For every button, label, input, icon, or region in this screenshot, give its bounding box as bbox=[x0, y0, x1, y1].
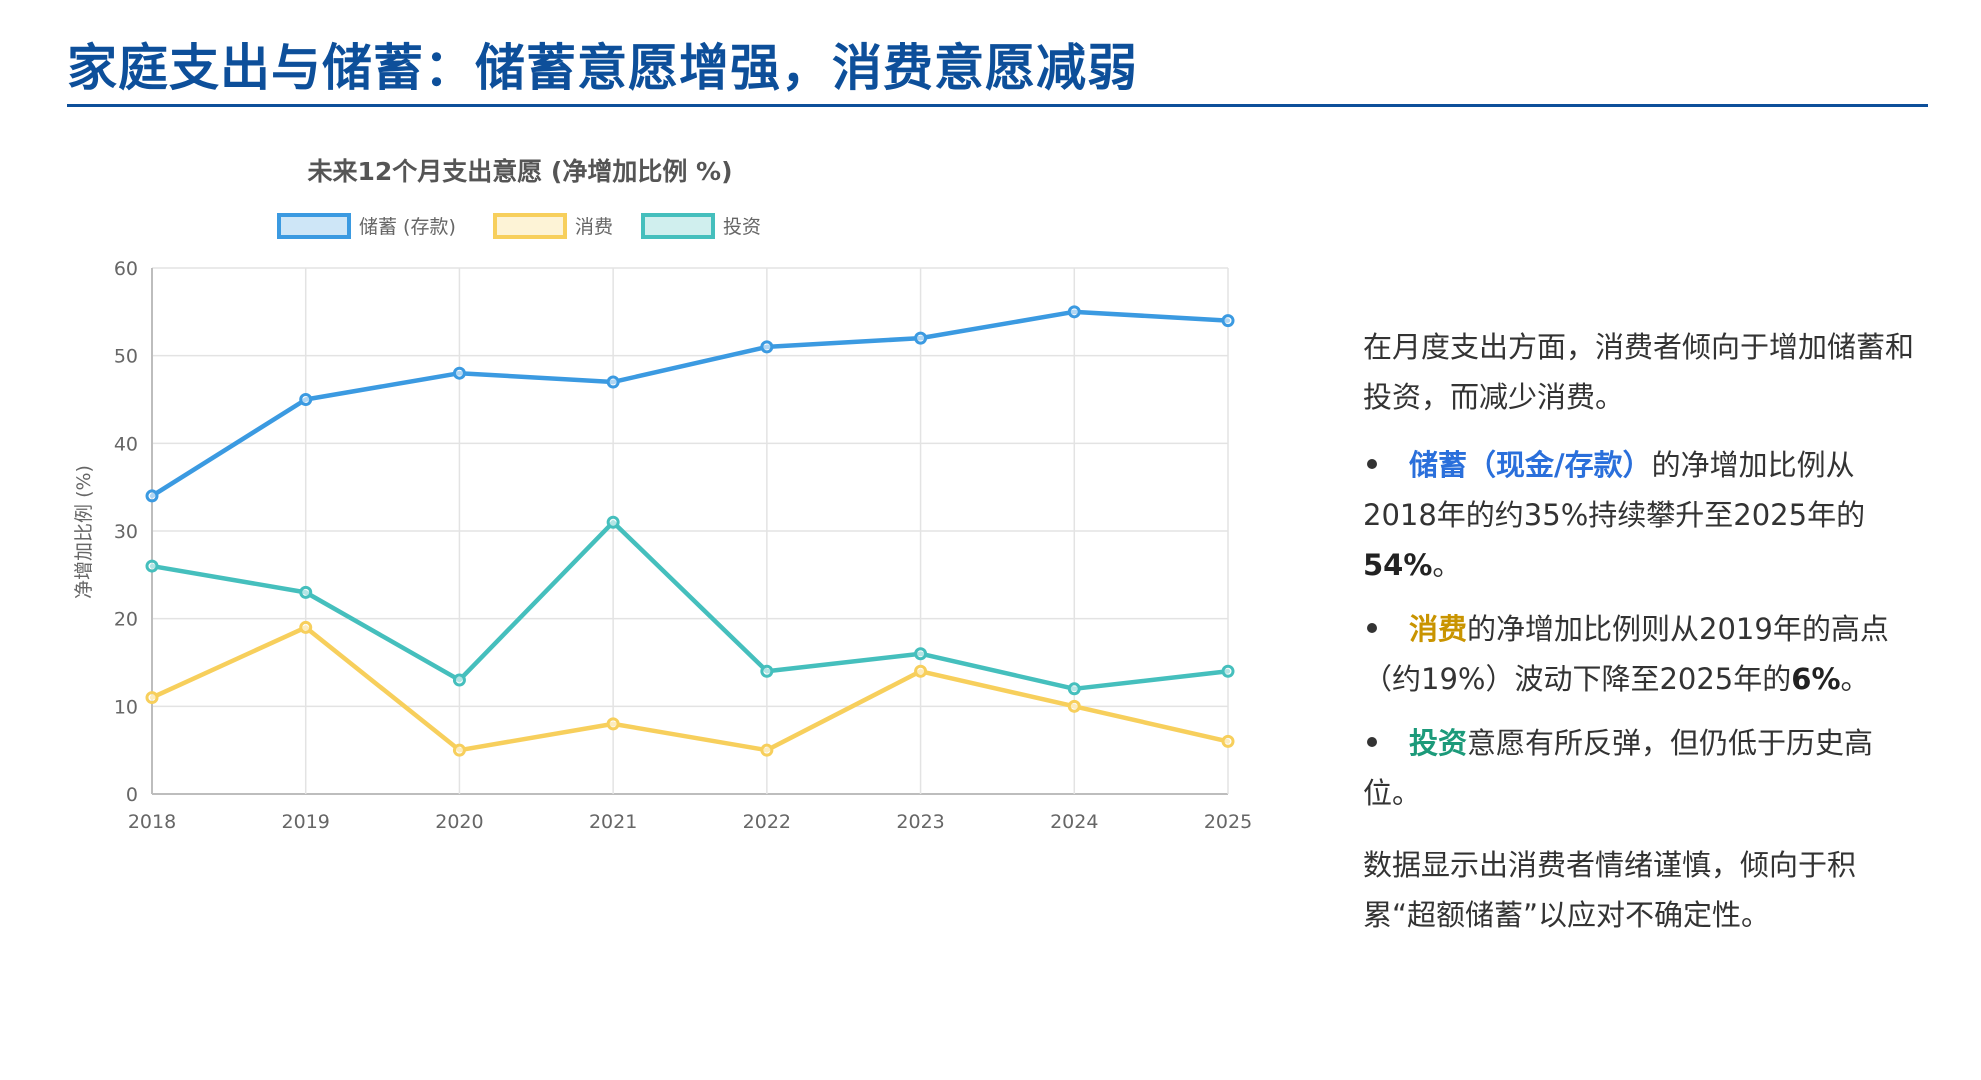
data-point bbox=[145, 559, 159, 573]
chart-canvas: 未来12个月支出意愿 (净增加比例 %) 储蓄 (存款) 消费 投资 0 10 20 30… bbox=[73, 157, 1252, 833]
bullet-dot bbox=[1367, 623, 1377, 633]
data-point bbox=[760, 743, 774, 757]
y-tick-label: 30 bbox=[114, 521, 138, 543]
data-point bbox=[1221, 734, 1235, 748]
legend-label: 储蓄 (存款) bbox=[359, 216, 456, 238]
highlight-investment: 投资 bbox=[1409, 726, 1468, 760]
commentary-bullets: 储蓄（现金/存款）的净增加比例从2018年的约35%持续攀升至2025年的 54%… bbox=[1363, 440, 1923, 818]
bullet-text: 的净增加比例则从2019年的高点（约19%）波动下降至2025年的 bbox=[1363, 612, 1889, 696]
commentary-panel: 在月度支出方面，消费者倾向于增加储蓄和投资，而减少消费。 储蓄（现金/存款）的净… bbox=[1363, 322, 1923, 940]
bullet-investment: 投资意愿有所反弹，但仍低于历史高位。 bbox=[1363, 718, 1923, 818]
data-point bbox=[1067, 682, 1081, 696]
data-point bbox=[1221, 664, 1235, 678]
x-tick-label: 2023 bbox=[896, 811, 944, 833]
data-point bbox=[299, 585, 313, 599]
bullet-strong-value: 6% bbox=[1791, 662, 1841, 696]
series-line-1 bbox=[149, 625, 1231, 753]
bullet-dot bbox=[1367, 459, 1377, 469]
data-point bbox=[452, 366, 466, 380]
data-point bbox=[606, 375, 620, 389]
y-tick-label: 40 bbox=[114, 433, 138, 455]
y-axis-label: 净增加比例 (%) bbox=[73, 465, 95, 599]
x-tick-label: 2019 bbox=[282, 811, 330, 833]
title-divider bbox=[67, 104, 1928, 107]
y-tick-label: 60 bbox=[114, 258, 138, 280]
chart-axes: 0 10 20 30 40 50 60 2018 2019 2020 2021 2022 2023 202… bbox=[114, 258, 1252, 833]
bullet-savings: 储蓄（现金/存款）的净增加比例从2018年的约35%持续攀升至2025年的 54%… bbox=[1363, 440, 1923, 590]
data-point bbox=[760, 664, 774, 678]
commentary-intro: 在月度支出方面，消费者倾向于增加储蓄和投资，而减少消费。 bbox=[1363, 330, 1915, 414]
bullet-consumption: 消费的净增加比例则从2019年的高点（约19%）波动下降至2025年的6%。 bbox=[1363, 604, 1923, 704]
commentary-closing: 数据显示出消费者情绪谨慎，倾向于积累“超额储蓄”以应对不确定性。 bbox=[1363, 848, 1857, 932]
x-tick-label: 2025 bbox=[1204, 811, 1252, 833]
data-point bbox=[299, 393, 313, 406]
data-point bbox=[1067, 305, 1081, 319]
x-tick-label: 2018 bbox=[128, 811, 176, 833]
legend-label: 消费 bbox=[575, 216, 613, 238]
chart-grid bbox=[151, 267, 1229, 795]
chart-series bbox=[145, 305, 1235, 757]
y-tick-label: 50 bbox=[114, 346, 138, 368]
data-point bbox=[606, 717, 620, 731]
legend-swatch bbox=[641, 213, 715, 239]
bullet-dot bbox=[1367, 737, 1377, 747]
data-point bbox=[452, 673, 466, 687]
data-point bbox=[760, 340, 774, 354]
highlight-savings: 储蓄（现金/存款） bbox=[1409, 448, 1652, 482]
bullet-tail: 。 bbox=[1432, 548, 1462, 582]
series-line-0 bbox=[149, 309, 1231, 499]
legend-swatch bbox=[493, 213, 567, 239]
legend-swatch bbox=[277, 213, 351, 239]
bullet-strong-value: 54% bbox=[1363, 548, 1433, 582]
data-point bbox=[145, 489, 159, 503]
data-point bbox=[914, 664, 928, 678]
x-tick-label: 2024 bbox=[1050, 811, 1098, 833]
chart-title: 未来12个月支出意愿 (净增加比例 %) bbox=[307, 157, 732, 186]
x-tick-label: 2020 bbox=[435, 811, 483, 833]
y-tick-label: 0 bbox=[126, 784, 138, 806]
chart-legend: 储蓄 (存款) 消费 投资 bbox=[277, 213, 761, 239]
data-point bbox=[1067, 699, 1081, 713]
bullet-text: 意愿有所反弹，但仍低于历史高位。 bbox=[1363, 726, 1874, 810]
legend-label: 投资 bbox=[723, 216, 761, 238]
data-point bbox=[606, 515, 620, 529]
highlight-consumption: 消费 bbox=[1409, 612, 1468, 646]
series-line-2 bbox=[149, 519, 1231, 692]
data-point bbox=[452, 743, 466, 757]
data-point bbox=[914, 647, 928, 661]
data-point bbox=[299, 620, 313, 634]
x-tick-label: 2022 bbox=[743, 811, 791, 833]
page-title: 家庭支出与储蓄：储蓄意愿增强，消费意愿减弱 bbox=[67, 39, 1138, 97]
y-tick-label: 20 bbox=[114, 609, 138, 631]
bullet-text: 的净增加比例从2018年的约35%持续攀升至2025年的 bbox=[1363, 448, 1866, 532]
y-tick-label: 10 bbox=[114, 696, 138, 718]
bullet-tail: 。 bbox=[1840, 662, 1870, 696]
data-point bbox=[914, 331, 928, 345]
data-point bbox=[1221, 314, 1235, 328]
x-tick-label: 2021 bbox=[589, 811, 637, 833]
data-point bbox=[145, 691, 159, 705]
line-chart: 未来12个月支出意愿 (净增加比例 %) 储蓄 (存款) 消费 投资 0 10 20 30… bbox=[60, 140, 1260, 860]
